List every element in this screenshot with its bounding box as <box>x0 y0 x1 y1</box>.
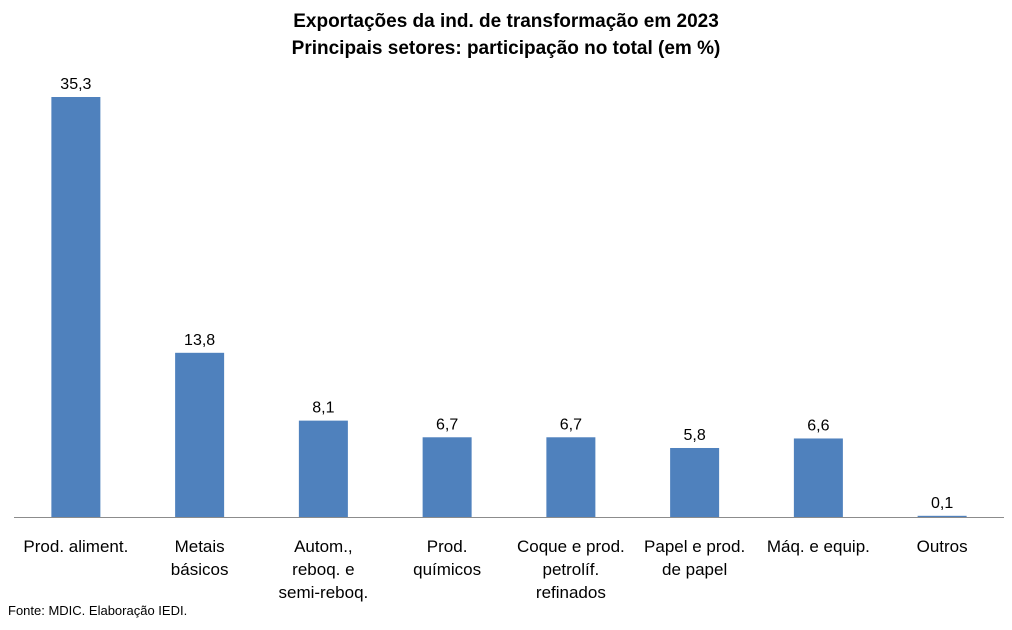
chart-title-line: Exportações da ind. de transformação em … <box>293 11 719 32</box>
data-label: 0,1 <box>931 495 953 512</box>
chart-title: Exportações da ind. de transformação em … <box>0 8 1012 62</box>
category-label-line: refinados <box>536 583 606 602</box>
bar <box>298 420 348 517</box>
category-label-line: Prod. aliment. <box>23 537 128 556</box>
category-label: Papel e prod. de papel <box>644 537 745 579</box>
category-label: Metais básicos <box>171 537 229 579</box>
category-label-line: Máq. e equip. <box>767 537 870 556</box>
category-label-line: petrolíf. <box>543 560 600 579</box>
bar <box>793 438 843 517</box>
data-label: 6,7 <box>560 416 582 433</box>
category-label-line: básicos <box>171 560 229 579</box>
bar <box>670 447 720 517</box>
category-label: Prod. aliment. <box>23 537 128 556</box>
data-label: 6,7 <box>436 416 458 433</box>
data-label: 35,3 <box>60 76 91 93</box>
category-label-line: Papel e prod. <box>644 537 745 556</box>
data-label: 6,6 <box>807 417 829 434</box>
category-label: Prod. químicos <box>413 537 481 579</box>
data-label: 5,8 <box>684 427 706 444</box>
data-label: 8,1 <box>312 400 334 417</box>
bar <box>51 97 101 517</box>
category-label-line: semi-reboq. <box>278 583 368 602</box>
category-label-line: Prod. <box>427 537 468 556</box>
category-label-line: de papel <box>662 560 727 579</box>
category-label-line: Autom., <box>294 537 353 556</box>
category-label-line: Coque e prod. <box>517 537 625 556</box>
bar <box>546 437 596 517</box>
category-label-line: Metais <box>175 537 225 556</box>
category-label: Outros <box>917 537 968 556</box>
chart-subtitle: Principais setores: participação no tota… <box>291 38 721 59</box>
source-note: Fonte: MDIC. Elaboração IEDI. <box>8 603 188 618</box>
category-label: Coque e prod. petrolíf. refinados <box>517 537 625 602</box>
data-label: 13,8 <box>184 332 215 349</box>
bar <box>917 515 967 517</box>
category-label: Autom., reboq. e semi-reboq. <box>278 537 368 602</box>
bar <box>175 352 225 517</box>
bar <box>422 437 472 517</box>
category-label-line: reboq. e <box>292 560 354 579</box>
category-label-line: Outros <box>917 537 968 556</box>
category-label-line: químicos <box>413 560 481 579</box>
category-label: Máq. e equip. <box>767 537 870 556</box>
